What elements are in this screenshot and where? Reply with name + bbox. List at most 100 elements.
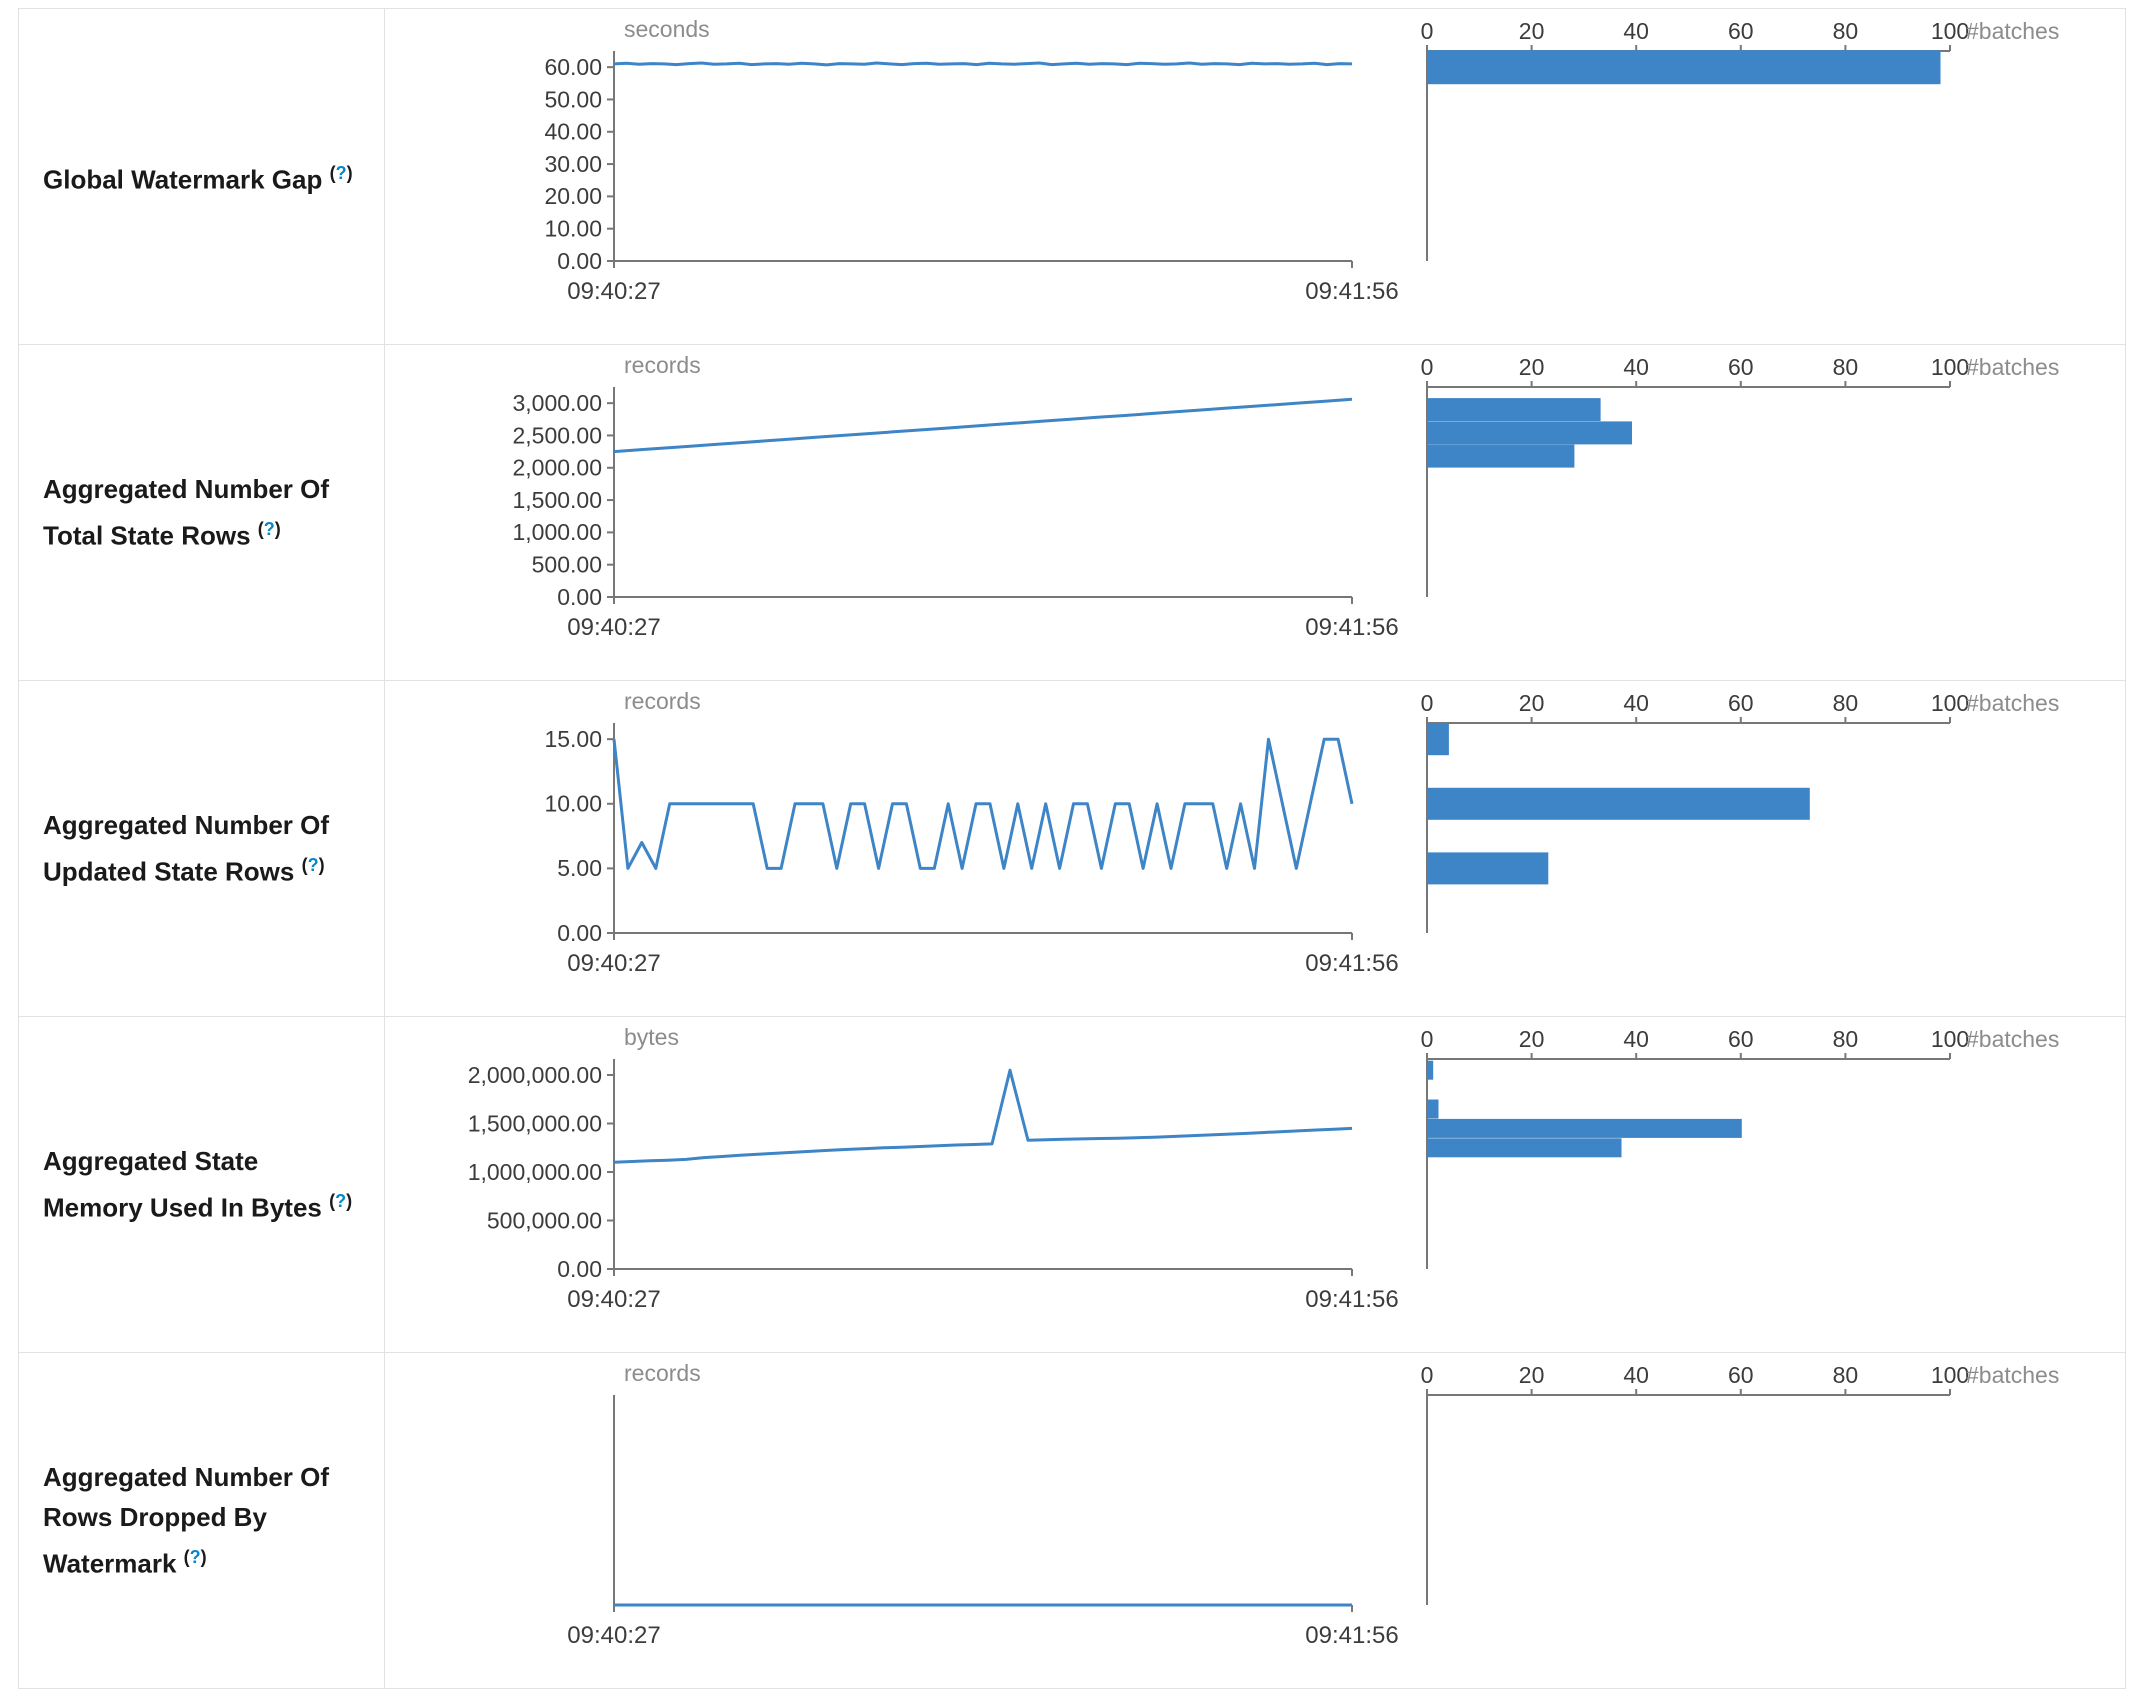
help-question-icon[interactable]: ?	[189, 1547, 201, 1568]
svg-text:09:41:56: 09:41:56	[1305, 614, 1398, 641]
svg-text:30.00: 30.00	[544, 151, 602, 177]
svg-text:1,000.00: 1,000.00	[512, 519, 602, 545]
svg-text:0: 0	[1421, 1362, 1434, 1388]
metric-title-text: Global Watermark Gap	[43, 164, 323, 195]
metric-title-text: Aggregated Number Of Updated State Rows	[43, 810, 330, 887]
svg-text:50.00: 50.00	[544, 86, 602, 112]
svg-text:40: 40	[1623, 18, 1649, 44]
help-paren-open: (	[257, 519, 264, 540]
metric-row-updated-state-rows: Aggregated Number Of Updated State Rows …	[19, 681, 2125, 1017]
svg-text:0.00: 0.00	[557, 584, 602, 610]
svg-text:100: 100	[1931, 690, 1969, 716]
svg-text:09:41:56: 09:41:56	[1305, 278, 1398, 305]
svg-text:80: 80	[1833, 1362, 1859, 1388]
svg-text:40: 40	[1623, 1026, 1649, 1052]
metric-title-text: Aggregated Number Of Rows Dropped By Wat…	[43, 1462, 330, 1579]
svg-text:40: 40	[1623, 1362, 1649, 1388]
timeline-and-histogram-chart: records 09:40:27 09:41:56 0.00 500.00 1,000.0…	[512, 352, 2059, 641]
svg-text:#batches: #batches	[1966, 690, 2059, 716]
svg-text:0.00: 0.00	[557, 1256, 602, 1282]
svg-text:100: 100	[1931, 1362, 1969, 1388]
svg-text:1,500,000.00: 1,500,000.00	[468, 1110, 602, 1136]
help-paren-open: (	[329, 163, 336, 184]
timeline-and-histogram-chart: records 09:40:27 09:41:56 0 20 40 60 80 100#batc…	[567, 1360, 2059, 1649]
help-paren-close: )	[274, 519, 281, 540]
svg-text:40: 40	[1623, 690, 1649, 716]
svg-text:0: 0	[1421, 18, 1434, 44]
svg-text:500,000.00: 500,000.00	[487, 1207, 602, 1233]
svg-text:80: 80	[1833, 690, 1859, 716]
svg-text:0.00: 0.00	[557, 248, 602, 274]
svg-text:records: records	[624, 1360, 701, 1386]
metric-row-rows-dropped-by-watermark: Aggregated Number Of Rows Dropped By Wat…	[19, 1353, 2125, 1688]
metric-title-text: Aggregated State Memory Used In Bytes	[43, 1146, 322, 1223]
svg-text:60: 60	[1728, 690, 1754, 716]
svg-text:10.00: 10.00	[544, 216, 602, 242]
svg-text:records: records	[624, 688, 701, 714]
svg-text:seconds: seconds	[624, 16, 710, 42]
help-paren-close: )	[346, 1191, 353, 1212]
svg-text:20.00: 20.00	[544, 183, 602, 209]
help-question-icon[interactable]: ?	[335, 163, 347, 184]
svg-text:1,500.00: 1,500.00	[512, 487, 602, 513]
help-paren-close: )	[200, 1547, 207, 1568]
svg-text:3,000.00: 3,000.00	[512, 390, 602, 416]
svg-text:#batches: #batches	[1966, 1026, 2059, 1052]
help-link[interactable]: (?)	[184, 1547, 207, 1567]
metric-row-total-state-rows: Aggregated Number Of Total State Rows (?…	[19, 345, 2125, 681]
svg-text:0: 0	[1421, 354, 1434, 380]
svg-text:2,500.00: 2,500.00	[512, 422, 602, 448]
svg-text:20: 20	[1519, 690, 1545, 716]
svg-text:100: 100	[1931, 1026, 1969, 1052]
help-link[interactable]: (?)	[258, 519, 281, 539]
svg-text:60: 60	[1728, 354, 1754, 380]
svg-text:0: 0	[1421, 1026, 1434, 1052]
streaming-metrics-table: Global Watermark Gap (?) seconds 09:40:27…	[18, 8, 2126, 1689]
metric-row-global-watermark-gap: Global Watermark Gap (?) seconds 09:40:27…	[19, 9, 2125, 345]
metric-label-cell: Aggregated Number Of Total State Rows (?…	[19, 345, 385, 680]
help-paren-open: (	[329, 1191, 336, 1212]
metric-label-cell: Aggregated State Memory Used In Bytes (?…	[19, 1017, 385, 1352]
metric-label-cell: Aggregated Number Of Updated State Rows …	[19, 681, 385, 1016]
svg-text:500.00: 500.00	[532, 552, 602, 578]
help-question-icon[interactable]: ?	[263, 519, 275, 540]
help-link[interactable]: (?)	[330, 163, 353, 183]
help-link[interactable]: (?)	[302, 855, 325, 875]
svg-text:60: 60	[1728, 1362, 1754, 1388]
metric-title: Aggregated Number Of Total State Rows (?…	[43, 469, 360, 556]
svg-text:1,000,000.00: 1,000,000.00	[468, 1159, 602, 1185]
metric-title-text: Aggregated Number Of Total State Rows	[43, 474, 330, 551]
svg-text:#batches: #batches	[1966, 354, 2059, 380]
svg-text:09:40:27: 09:40:27	[567, 1286, 660, 1313]
svg-text:100: 100	[1931, 18, 1969, 44]
svg-text:20: 20	[1519, 354, 1545, 380]
chart-cell: records 09:40:27 09:41:56 0.00 500.00 1,000.0…	[385, 345, 2125, 680]
help-paren-close: )	[318, 855, 325, 876]
help-question-icon[interactable]: ?	[307, 855, 319, 876]
svg-text:09:40:27: 09:40:27	[567, 278, 660, 305]
svg-text:100: 100	[1931, 354, 1969, 380]
metric-label-cell: Global Watermark Gap (?)	[19, 9, 385, 344]
metric-title: Aggregated Number Of Rows Dropped By Wat…	[43, 1457, 360, 1584]
svg-text:40: 40	[1623, 354, 1649, 380]
metric-row-state-memory-used: Aggregated State Memory Used In Bytes (?…	[19, 1017, 2125, 1353]
svg-text:20: 20	[1519, 1026, 1545, 1052]
svg-text:5.00: 5.00	[557, 855, 602, 881]
metric-title: Aggregated Number Of Updated State Rows …	[43, 805, 360, 892]
chart-cell: bytes 09:40:27 09:41:56 0.00 500,000.00 1,000…	[385, 1017, 2125, 1352]
svg-text:#batches: #batches	[1966, 1362, 2059, 1388]
chart-cell: seconds 09:40:27 09:41:56 0.00 10.00 20.00 30.…	[385, 9, 2125, 344]
svg-text:80: 80	[1833, 354, 1859, 380]
help-link[interactable]: (?)	[329, 1191, 352, 1211]
svg-text:records: records	[624, 352, 701, 378]
help-paren-open: (	[301, 855, 308, 876]
timeline-and-histogram-chart: records 09:40:27 09:41:56 0.00 5.00 10.00 15.0…	[544, 688, 2059, 977]
svg-text:80: 80	[1833, 1026, 1859, 1052]
svg-text:60: 60	[1728, 1026, 1754, 1052]
metric-label-cell: Aggregated Number Of Rows Dropped By Wat…	[19, 1353, 385, 1688]
metric-title: Global Watermark Gap (?)	[43, 153, 353, 200]
help-question-icon[interactable]: ?	[335, 1191, 347, 1212]
svg-text:15.00: 15.00	[544, 726, 602, 752]
svg-text:20: 20	[1519, 18, 1545, 44]
svg-text:0: 0	[1421, 690, 1434, 716]
